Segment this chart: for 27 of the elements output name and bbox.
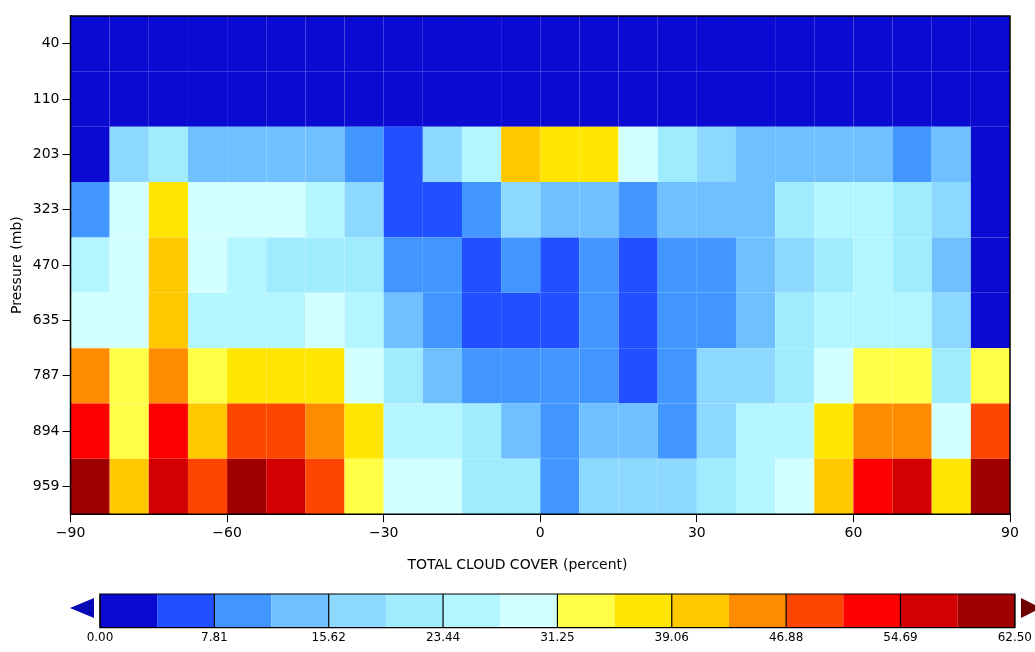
color-bar-label: 46.88	[768, 629, 804, 644]
color-bar-label: 62.50	[997, 629, 1032, 644]
x-tick-label: 60	[844, 524, 863, 541]
x-tick-label: −90	[55, 524, 86, 541]
color-bar-label: 23.44	[425, 629, 461, 644]
y-tick-label: 470	[32, 255, 60, 272]
color-bar-label: 15.62	[311, 629, 346, 644]
y-tick-label: 110	[32, 89, 60, 106]
color-bar-label: 31.25	[540, 629, 575, 644]
x-tick-label: −30	[368, 524, 399, 541]
y-tick-label: 323	[32, 200, 60, 217]
x-tick-label: −60	[212, 524, 242, 541]
color-bar-title: TOTAL CLOUD COVER (percent)	[406, 556, 629, 572]
y-tick-label: 635	[32, 311, 60, 328]
x-tick-label: 0	[535, 524, 545, 541]
color-bar-label: 0.00	[86, 629, 114, 644]
y-tick-label: 894	[32, 421, 60, 438]
color-bar-label: 54.69	[883, 629, 918, 644]
y-tick-label: 787	[32, 366, 60, 383]
x-tick-label: 30	[687, 524, 706, 541]
y-axis-title: Pressure (mb)	[8, 216, 25, 314]
y-tick-label: 959	[32, 477, 60, 494]
color-bar-label: 39.06	[654, 629, 689, 644]
y-tick-label: 40	[41, 34, 60, 51]
y-tick-label: 203	[32, 145, 60, 162]
color-bar-label: 7.81	[200, 629, 228, 644]
x-tick-label: 90	[1001, 524, 1019, 541]
